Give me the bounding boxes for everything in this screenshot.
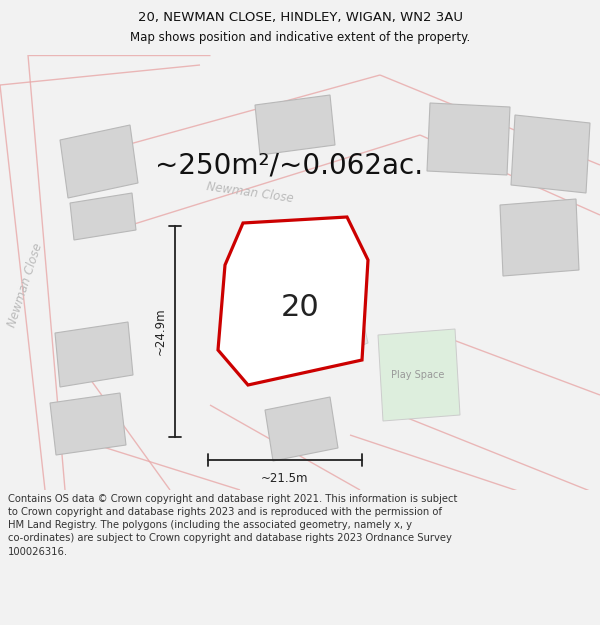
Polygon shape (511, 115, 590, 193)
Text: Newman Close: Newman Close (5, 241, 45, 329)
Text: Map shows position and indicative extent of the property.: Map shows position and indicative extent… (130, 31, 470, 44)
Polygon shape (70, 193, 136, 240)
Polygon shape (378, 329, 460, 421)
Polygon shape (218, 217, 368, 385)
Polygon shape (255, 95, 335, 155)
Text: Newman Close: Newman Close (206, 181, 295, 206)
Polygon shape (427, 103, 510, 175)
Text: 20, NEWMAN CLOSE, HINDLEY, WIGAN, WN2 3AU: 20, NEWMAN CLOSE, HINDLEY, WIGAN, WN2 3A… (137, 11, 463, 24)
Text: ~21.5m: ~21.5m (261, 472, 309, 485)
Text: 20: 20 (281, 292, 319, 321)
Polygon shape (60, 125, 138, 198)
Text: Play Space: Play Space (391, 370, 445, 380)
Polygon shape (332, 307, 368, 354)
Polygon shape (50, 393, 126, 455)
Polygon shape (265, 397, 338, 461)
Text: ~250m²/~0.062ac.: ~250m²/~0.062ac. (155, 151, 423, 179)
Text: Contains OS data © Crown copyright and database right 2021. This information is : Contains OS data © Crown copyright and d… (8, 494, 457, 557)
Text: ~24.9m: ~24.9m (154, 308, 167, 355)
Polygon shape (500, 199, 579, 276)
Polygon shape (55, 322, 133, 387)
Polygon shape (267, 238, 340, 325)
